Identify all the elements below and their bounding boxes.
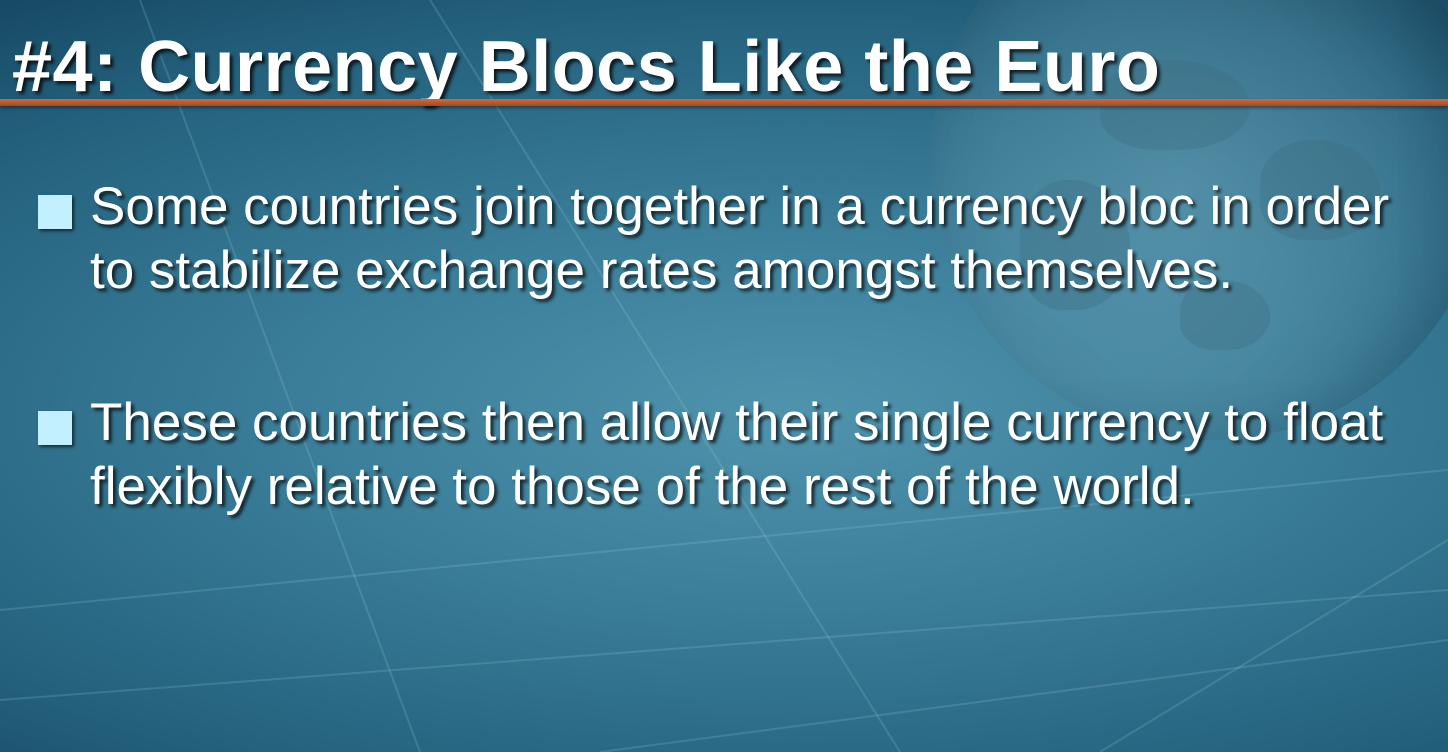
bullet-text: These countries then allow their single …	[90, 393, 1384, 516]
slide-title: #4: Currency Blocs Like the Euro	[12, 27, 1161, 107]
bullet-text: Some countries join together in a curren…	[90, 177, 1390, 300]
square-bullet-icon	[38, 195, 72, 229]
square-bullet-icon	[38, 411, 72, 445]
title-underline-divider	[0, 99, 1448, 106]
